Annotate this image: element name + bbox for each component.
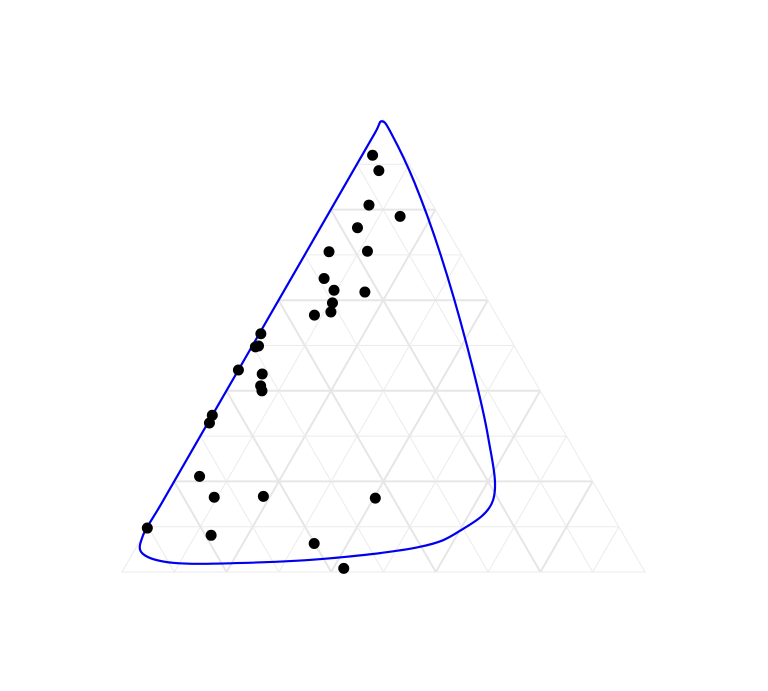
data-point-22 [203,417,215,429]
data-point-20 [256,385,268,397]
data-point-5 [351,222,363,234]
data-point-1 [367,149,379,161]
data-point-8 [318,272,330,284]
data-point-25 [257,490,269,502]
data-point-24 [208,491,220,503]
grid-line-right-3 [278,254,463,573]
data-point-14 [255,328,267,340]
grid [147,163,620,573]
density-contour [138,120,497,565]
data-point-6 [361,245,373,257]
data-point-16 [249,341,261,353]
data-point-26 [369,492,381,504]
data-point-30 [338,562,350,574]
grid-line-right-6 [434,390,542,573]
grid-line-right-9 [592,526,620,573]
data-point-28 [205,529,217,541]
data-point-12 [325,306,337,318]
data-point-27 [141,522,153,534]
grid-line-right-7 [487,435,567,573]
grid-line-left-9 [147,526,175,573]
grid-line-left-7 [199,435,280,573]
grid-line-left-1 [356,164,594,573]
data-points [141,149,406,574]
data-point-4 [394,210,406,222]
data-point-3 [363,199,375,211]
grid-line-right-8 [539,480,594,573]
data-point-10 [359,286,371,298]
data-point-13 [308,309,320,321]
data-point-17 [232,364,244,376]
data-point-18 [256,368,268,380]
data-point-29 [308,537,320,549]
grid-line-left-8 [173,480,228,573]
grid-line-right-1 [173,164,410,573]
grid-line-left-5 [252,345,384,573]
data-point-7 [323,246,335,258]
data-point-23 [194,470,206,482]
data-point-9 [328,284,340,296]
grid-line-right-5 [383,345,515,573]
grid-line-left-3 [304,254,489,573]
data-point-2 [373,165,385,177]
data-point-11 [326,297,338,309]
